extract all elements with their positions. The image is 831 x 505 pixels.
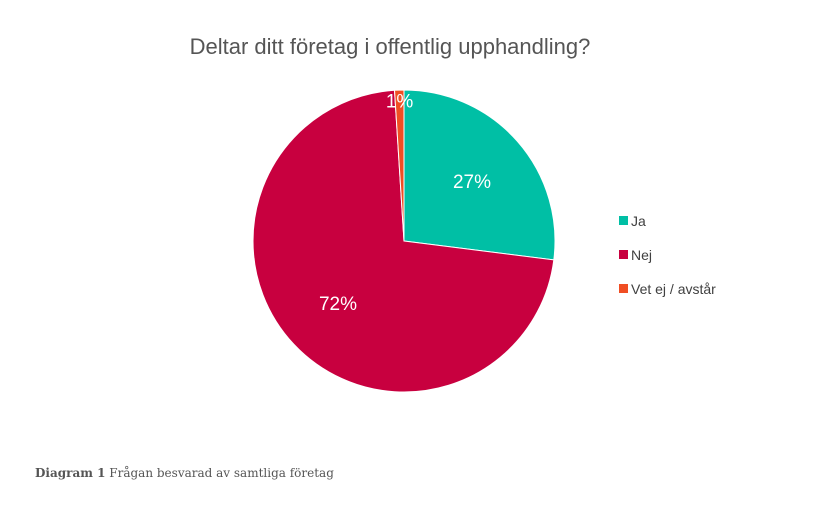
caption-label: Diagram 1 (35, 466, 106, 480)
figure-caption: Diagram 1 Frågan besvarad av samtliga fö… (35, 466, 334, 480)
caption-text: Frågan besvarad av samtliga företag (109, 466, 334, 480)
pie-data-labels: 27% 72% 1% (319, 92, 491, 315)
legend-swatch-vet-ej (619, 284, 628, 293)
legend-label-nej: Nej (631, 246, 653, 263)
pie-slice-ja (403, 89, 556, 261)
pie-slice-nej (252, 89, 555, 393)
pie-slice-vet-ej (393, 89, 405, 242)
chart-title: Deltar ditt företag i offentlig upphandl… (189, 34, 591, 59)
data-label-vet-ej: 1% (386, 92, 414, 113)
data-label-ja: 27% (453, 172, 491, 193)
legend: Ja Nej Vet ej / avstår (619, 212, 716, 314)
legend-label-vet-ej: Vet ej / avstår (631, 280, 716, 297)
data-label-nej: 72% (319, 294, 357, 315)
legend-swatch-nej (619, 250, 628, 259)
legend-item-nej: Nej (619, 246, 716, 263)
legend-item-vet-ej: Vet ej / avstår (619, 280, 716, 297)
legend-swatch-ja (619, 216, 628, 225)
legend-item-ja: Ja (619, 212, 716, 229)
legend-label-ja: Ja (631, 212, 646, 229)
pie-slices (252, 89, 556, 393)
